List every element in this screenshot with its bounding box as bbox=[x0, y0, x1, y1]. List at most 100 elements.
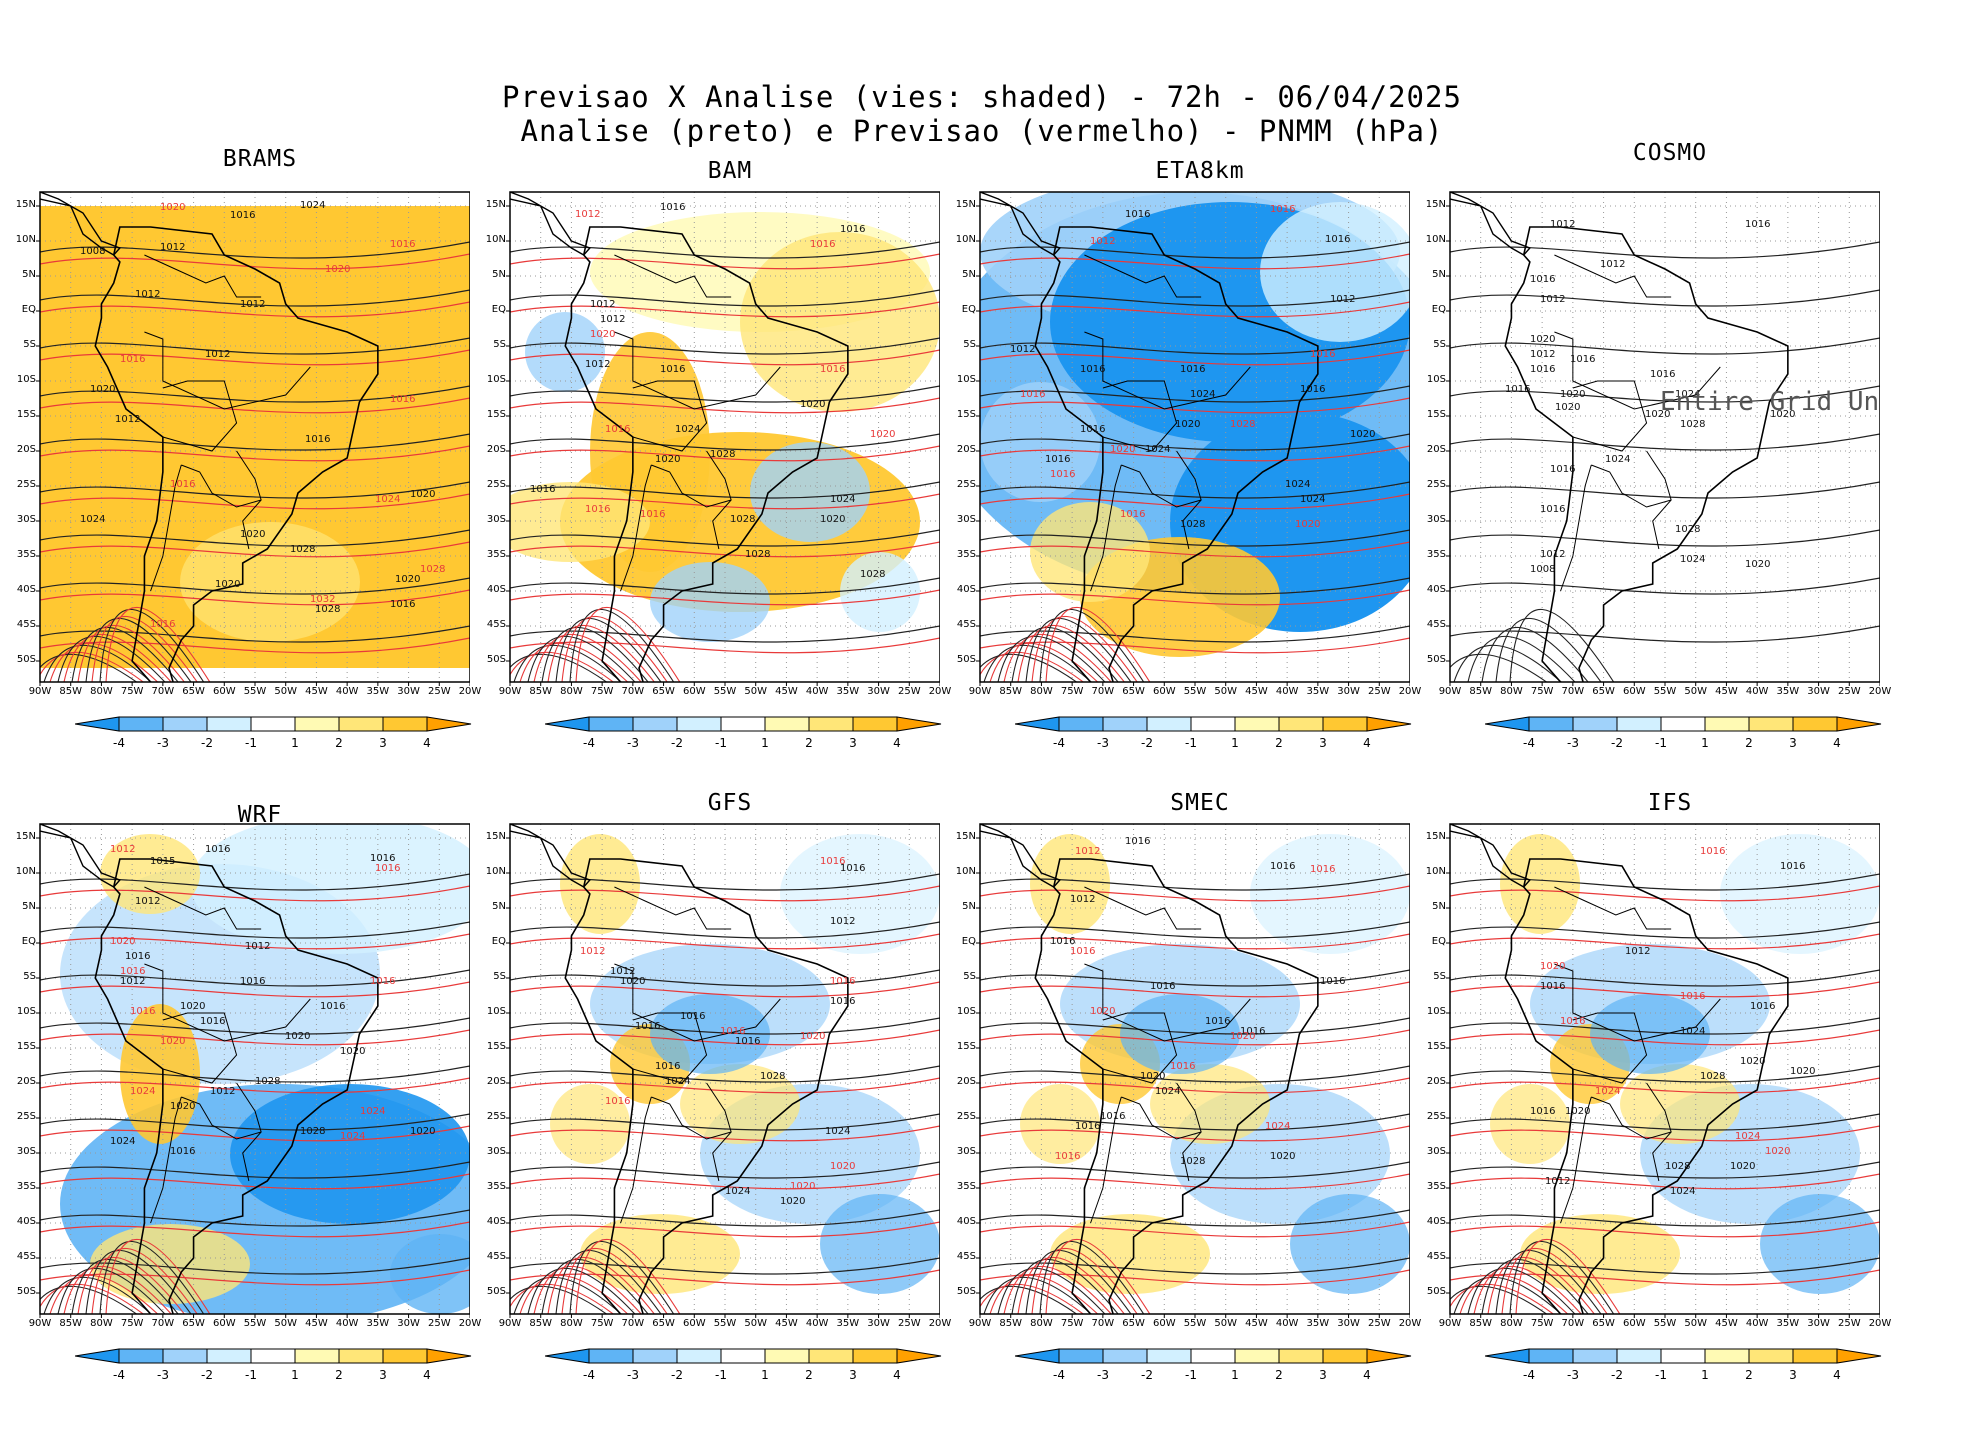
contour-label: 1016 bbox=[1325, 234, 1350, 245]
lon-tick-label: 35W bbox=[1306, 686, 1330, 697]
lat-tick-label: 40S bbox=[956, 1216, 976, 1227]
lon-tick-label: 40W bbox=[1275, 686, 1299, 697]
lon-tick-label: 35W bbox=[836, 1318, 860, 1329]
colorbar-segment bbox=[1616, 1348, 1662, 1364]
colorbar-tick-label: -1 bbox=[1655, 736, 1667, 750]
colorbar-segment bbox=[545, 716, 590, 732]
lon-tick-label: 45W bbox=[305, 686, 328, 697]
colorbar-tick-label: -2 bbox=[201, 736, 213, 750]
bias-region bbox=[1500, 834, 1580, 934]
lat-tick-label: 40S bbox=[16, 1216, 36, 1227]
contour-label: 1016 bbox=[150, 619, 175, 630]
colorbar-segment bbox=[1058, 1348, 1104, 1364]
contour-label: 1024 bbox=[300, 200, 325, 211]
contour-label: 1020 bbox=[870, 429, 895, 440]
lon-tick-label: 30W bbox=[397, 1318, 420, 1329]
panel-title: GFS bbox=[707, 790, 753, 816]
contour-label: 1016 bbox=[1505, 384, 1530, 395]
contour-label: 1016 bbox=[640, 509, 665, 520]
contour-label: 1020 bbox=[340, 1046, 365, 1057]
lat-tick-label: 20S bbox=[486, 444, 506, 455]
lon-tick-label: 85W bbox=[999, 1318, 1023, 1329]
lon-tick-label: 55W bbox=[1653, 1318, 1677, 1329]
lat-tick-label: 50S bbox=[486, 654, 506, 665]
lat-tick-label: EQ bbox=[961, 304, 976, 315]
bias-region bbox=[1020, 1084, 1100, 1164]
contour-label: 1028 bbox=[1230, 419, 1255, 430]
lat-tick-label: 15N bbox=[15, 831, 36, 842]
colorbar-segment bbox=[1234, 716, 1280, 732]
colorbar-tick-label: 2 bbox=[1275, 1368, 1283, 1382]
contour-label: 1028 bbox=[1180, 519, 1205, 530]
colorbar-segment bbox=[852, 1348, 898, 1364]
lat-tick-label: 25S bbox=[16, 479, 36, 490]
colorbar-tick-label: -1 bbox=[245, 1368, 257, 1382]
bias-region bbox=[230, 1084, 470, 1224]
contour-label: 1020 bbox=[1530, 334, 1555, 345]
lon-tick-label: 80W bbox=[1500, 686, 1523, 697]
bias-region bbox=[1490, 1084, 1570, 1164]
contour-label: 1024 bbox=[340, 1131, 365, 1142]
contour-label: 1024 bbox=[830, 494, 855, 505]
lon-tick-label: 20W bbox=[458, 686, 482, 697]
colorbar-segment bbox=[1190, 1348, 1236, 1364]
contour-label: 1028 bbox=[290, 544, 315, 555]
lon-tick-label: 70W bbox=[621, 1318, 645, 1329]
colorbar-segment bbox=[1704, 716, 1750, 732]
contour-label: 1016 bbox=[170, 479, 195, 490]
lon-tick-label: 35W bbox=[366, 686, 390, 697]
colorbar-segment bbox=[1234, 1348, 1280, 1364]
colorbar-segment bbox=[338, 1348, 384, 1364]
colorbar-segment bbox=[118, 716, 164, 732]
lon-tick-label: 70W bbox=[151, 1318, 175, 1329]
lat-tick-label: 5N bbox=[1432, 901, 1446, 912]
pressure-map: 1012 101610161016101510121020101610121016… bbox=[36, 823, 470, 1318]
lon-tick-label: 45W bbox=[1245, 1318, 1268, 1329]
contour-label: 1016 bbox=[1125, 209, 1150, 220]
colorbar-segment bbox=[1278, 716, 1324, 732]
lat-tick-label: 45S bbox=[1426, 619, 1446, 630]
bias-region bbox=[750, 442, 870, 542]
contour-label: 1016 bbox=[840, 863, 865, 874]
contour-label: 1020 bbox=[1350, 429, 1375, 440]
contour-label: 1012 bbox=[590, 299, 615, 310]
colorbar-segment bbox=[1102, 716, 1148, 732]
colorbar bbox=[1015, 1348, 1412, 1364]
contour-label: 1020 bbox=[800, 399, 825, 410]
colorbar-tick-label: 2 bbox=[1275, 736, 1283, 750]
colorbar-segment bbox=[1572, 716, 1618, 732]
lon-tick-label: 75W bbox=[120, 686, 144, 697]
panel-title: COSMO bbox=[1632, 140, 1708, 166]
contour-label: 1020 bbox=[1765, 1146, 1790, 1157]
contour-label: 1024 bbox=[360, 1106, 385, 1117]
contour-label: 1024 bbox=[675, 424, 700, 435]
colorbar-segment bbox=[1102, 1348, 1148, 1364]
colorbar-tick-label: -2 bbox=[671, 1368, 683, 1382]
contour-label: 1012 bbox=[135, 896, 160, 907]
lat-tick-label: 40S bbox=[16, 584, 36, 595]
bias-region bbox=[390, 1234, 470, 1314]
contour-label: 1012 bbox=[135, 289, 160, 300]
lon-tick-label: 55W bbox=[713, 1318, 737, 1329]
contour-label: 1016 bbox=[390, 394, 415, 405]
lat-tick-label: 35S bbox=[1426, 549, 1446, 560]
colorbar-tick-label: 2 bbox=[335, 736, 343, 750]
contour-label: 1012 bbox=[1600, 259, 1625, 270]
lon-tick-label: 60W bbox=[682, 686, 706, 697]
contour-label: 1016 bbox=[240, 976, 265, 987]
contour-label: 1016 bbox=[720, 1026, 745, 1037]
contour-label: 1016 bbox=[1530, 274, 1555, 285]
contour-label: 1016 bbox=[320, 1001, 345, 1012]
colorbar-tick-label: -1 bbox=[1185, 1368, 1197, 1382]
colorbar-tick-label: -3 bbox=[1567, 1368, 1579, 1382]
bias-region bbox=[560, 834, 640, 934]
contour-label: 1012 bbox=[585, 359, 610, 370]
panel-title: BRAMS bbox=[222, 146, 298, 172]
lat-tick-label: 35S bbox=[1426, 1181, 1446, 1192]
coastline bbox=[564, 858, 849, 1314]
panel-brams: BRAMS 1020 1024 1016 1016 1008 1012 1020 1012 101… bbox=[0, 140, 482, 750]
contour-label: 1012 bbox=[610, 966, 635, 977]
contour-label: 1016 bbox=[1750, 1001, 1775, 1012]
lon-tick-label: 90W bbox=[28, 1318, 52, 1329]
